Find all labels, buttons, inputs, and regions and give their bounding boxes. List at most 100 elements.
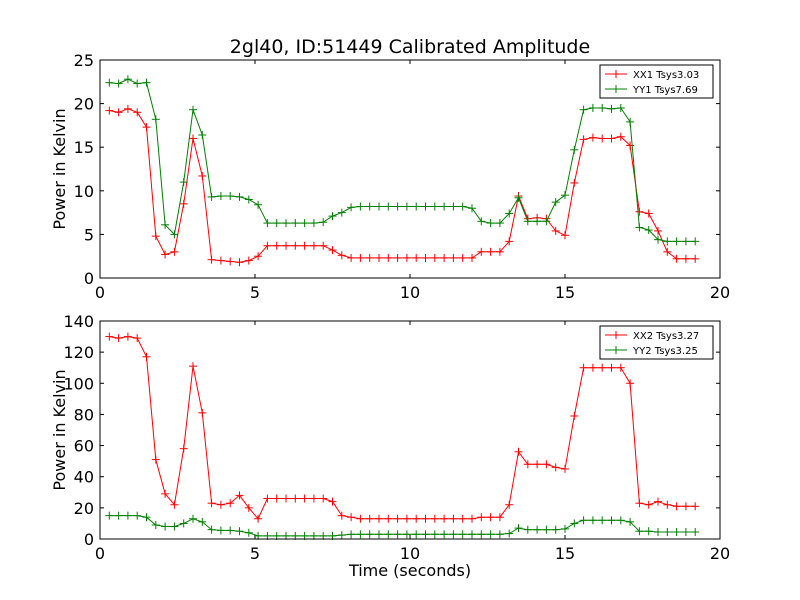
data-point <box>514 447 523 456</box>
data-point <box>458 253 467 262</box>
data-point <box>663 237 672 246</box>
y-tick-label: 0 <box>84 269 94 288</box>
legend-label: YY1 Tsys7.69 <box>632 85 698 96</box>
data-point <box>393 514 402 523</box>
data-point <box>561 231 569 240</box>
data-point <box>449 514 458 523</box>
data-point <box>356 530 365 539</box>
series-xx2 <box>105 332 700 523</box>
data-point <box>551 463 560 472</box>
data-point <box>393 253 402 262</box>
data-point <box>514 524 523 533</box>
data-point <box>375 514 383 523</box>
data-point <box>412 514 421 523</box>
data-point <box>216 192 225 201</box>
data-point <box>458 514 467 523</box>
data-point <box>579 135 588 144</box>
data-point <box>235 258 244 267</box>
data-point <box>672 237 681 246</box>
data-point <box>142 123 151 132</box>
data-point <box>458 530 467 539</box>
y-tick-label: 0 <box>84 530 94 549</box>
data-point <box>551 525 560 534</box>
data-point <box>179 444 188 453</box>
data-point <box>691 527 700 536</box>
data-point <box>402 202 411 211</box>
data-point <box>579 105 588 114</box>
data-point <box>272 494 281 503</box>
data-point <box>477 217 486 226</box>
y-tick-label: 20 <box>74 95 94 114</box>
data-point <box>263 219 272 228</box>
legend-label: YY2 Tsys3.25 <box>632 346 698 357</box>
data-point <box>681 502 690 511</box>
data-point <box>486 513 495 522</box>
data-point <box>588 133 597 142</box>
y-tick-label: 15 <box>74 138 94 157</box>
data-point <box>430 514 439 523</box>
data-point <box>402 253 411 262</box>
data-point <box>598 134 607 143</box>
data-point <box>291 219 300 228</box>
data-point <box>430 530 439 539</box>
y-tick-label: 25 <box>74 51 94 70</box>
data-point <box>644 209 653 218</box>
data-point <box>561 191 569 200</box>
data-point <box>328 246 337 255</box>
data-point <box>440 530 449 539</box>
data-point <box>189 134 197 143</box>
data-point <box>542 525 551 534</box>
data-point <box>216 500 225 509</box>
data-point <box>282 241 290 250</box>
data-point <box>672 502 681 511</box>
data-point <box>412 530 421 539</box>
legend-box <box>599 64 714 99</box>
data-point <box>654 235 662 244</box>
data-point <box>681 237 690 246</box>
data-point <box>123 75 132 84</box>
data-point <box>133 334 142 343</box>
data-point <box>505 529 514 538</box>
data-point <box>607 104 616 113</box>
data-point <box>133 108 142 117</box>
data-point <box>216 526 225 535</box>
data-point <box>356 514 365 523</box>
data-point <box>291 241 300 250</box>
data-point <box>151 520 160 529</box>
data-point <box>207 499 216 508</box>
data-point <box>300 241 309 250</box>
data-point <box>588 363 597 372</box>
data-point <box>393 530 402 539</box>
data-point <box>412 202 421 211</box>
data-point <box>654 497 662 506</box>
x-tick-label: 10 <box>400 544 420 563</box>
data-point <box>170 247 179 256</box>
data-point <box>654 527 662 536</box>
data-point <box>114 334 123 343</box>
data-point <box>616 103 625 112</box>
data-point <box>347 513 356 522</box>
y-tick-label: 80 <box>74 405 94 424</box>
data-point <box>412 253 421 262</box>
data-point <box>542 460 551 469</box>
y-tick-label: 5 <box>84 225 94 244</box>
data-point <box>254 200 263 209</box>
data-point <box>607 516 616 525</box>
data-point <box>384 514 393 523</box>
data-point <box>365 530 374 539</box>
data-point <box>393 202 402 211</box>
series-line <box>109 108 696 263</box>
data-point <box>189 105 197 114</box>
data-point <box>356 202 365 211</box>
y-tick-label: 40 <box>74 468 94 487</box>
data-point <box>263 494 272 503</box>
data-point <box>449 202 458 211</box>
data-point <box>551 198 560 207</box>
top-plot: 0 5 10 15 20 0 5 10 15 20 25 Power in Kelvin XX1 Tsy… <box>50 51 730 302</box>
data-point <box>375 530 383 539</box>
data-point <box>691 254 700 263</box>
data-point <box>681 527 690 536</box>
data-point <box>495 247 504 256</box>
data-point <box>542 217 551 226</box>
data-point <box>189 514 197 523</box>
